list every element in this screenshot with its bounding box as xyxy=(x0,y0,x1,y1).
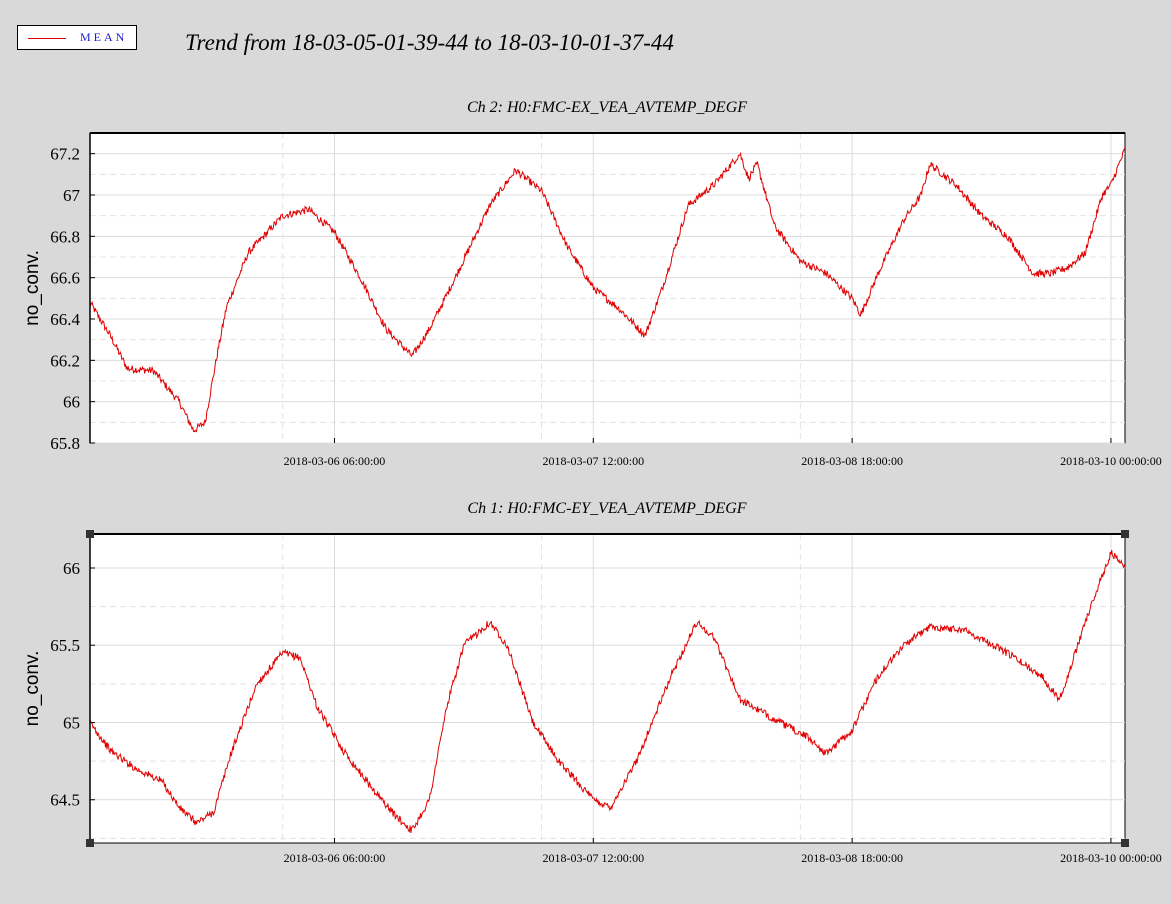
selection-handle xyxy=(1121,530,1129,538)
y-tick-label: 65 xyxy=(63,713,80,732)
y-tick-label: 65.8 xyxy=(50,434,80,453)
x-tick-label: 2018-03-06 06:00:00 xyxy=(284,851,386,865)
series-line-mean xyxy=(89,147,1126,433)
y-tick-label: 65.5 xyxy=(50,636,80,655)
legend-line-swatch xyxy=(28,38,66,39)
plot-area xyxy=(89,132,1126,444)
chart-title: Ch 2: H0:FMC-EX_VEA_AVTEMP_DEGF xyxy=(467,99,747,116)
x-tick-label: 2018-03-10 00:00:00 xyxy=(1060,454,1162,468)
x-tick-label: 2018-03-08 18:00:00 xyxy=(801,454,903,468)
y-tick-label: 67.2 xyxy=(50,145,80,164)
y-tick-label: 66 xyxy=(63,393,80,412)
x-tick-label: 2018-03-07 12:00:00 xyxy=(542,454,644,468)
chart-panel-2: 64.5 65 65.5 66 2018-03-06 06:00:00 2018-03-0… xyxy=(22,500,1162,865)
x-tick-label: 2018-03-06 06:00:00 xyxy=(284,454,386,468)
chart-title: Ch 1: H0:FMC-EY_VEA_AVTEMP_DEGF xyxy=(467,500,746,517)
x-tick-label: 2018-03-08 18:00:00 xyxy=(801,851,903,865)
y-tick-label: 66 xyxy=(63,559,80,578)
legend: MEAN xyxy=(17,25,137,50)
selection-handle xyxy=(86,530,94,538)
y-tick-label: 67 xyxy=(63,186,81,205)
x-tick-label: 2018-03-10 00:00:00 xyxy=(1060,851,1162,865)
y-tick-label: 64.5 xyxy=(50,791,80,810)
chart-panel-1: 65.8 66 66.2 66.4 66.6 66.8 67 67.2 2018-03-06 0… xyxy=(22,99,1162,468)
selection-handle xyxy=(1121,839,1129,847)
page-title: Trend from 18-03-05-01-39-44 to 18-03-10… xyxy=(185,30,674,55)
y-axis-label: no_conv. xyxy=(22,250,43,326)
legend-label: MEAN xyxy=(80,30,128,44)
y-axis-label: no_conv. xyxy=(22,651,43,727)
y-tick-label: 66.8 xyxy=(50,227,80,246)
y-tick-label: 66.6 xyxy=(50,269,80,288)
selection-handle xyxy=(86,839,94,847)
y-tick-label: 66.4 xyxy=(50,310,80,329)
series-line-mean xyxy=(89,550,1126,833)
plot-area xyxy=(89,533,1126,844)
x-tick-label: 2018-03-07 12:00:00 xyxy=(542,851,644,865)
y-tick-label: 66.2 xyxy=(50,351,80,370)
